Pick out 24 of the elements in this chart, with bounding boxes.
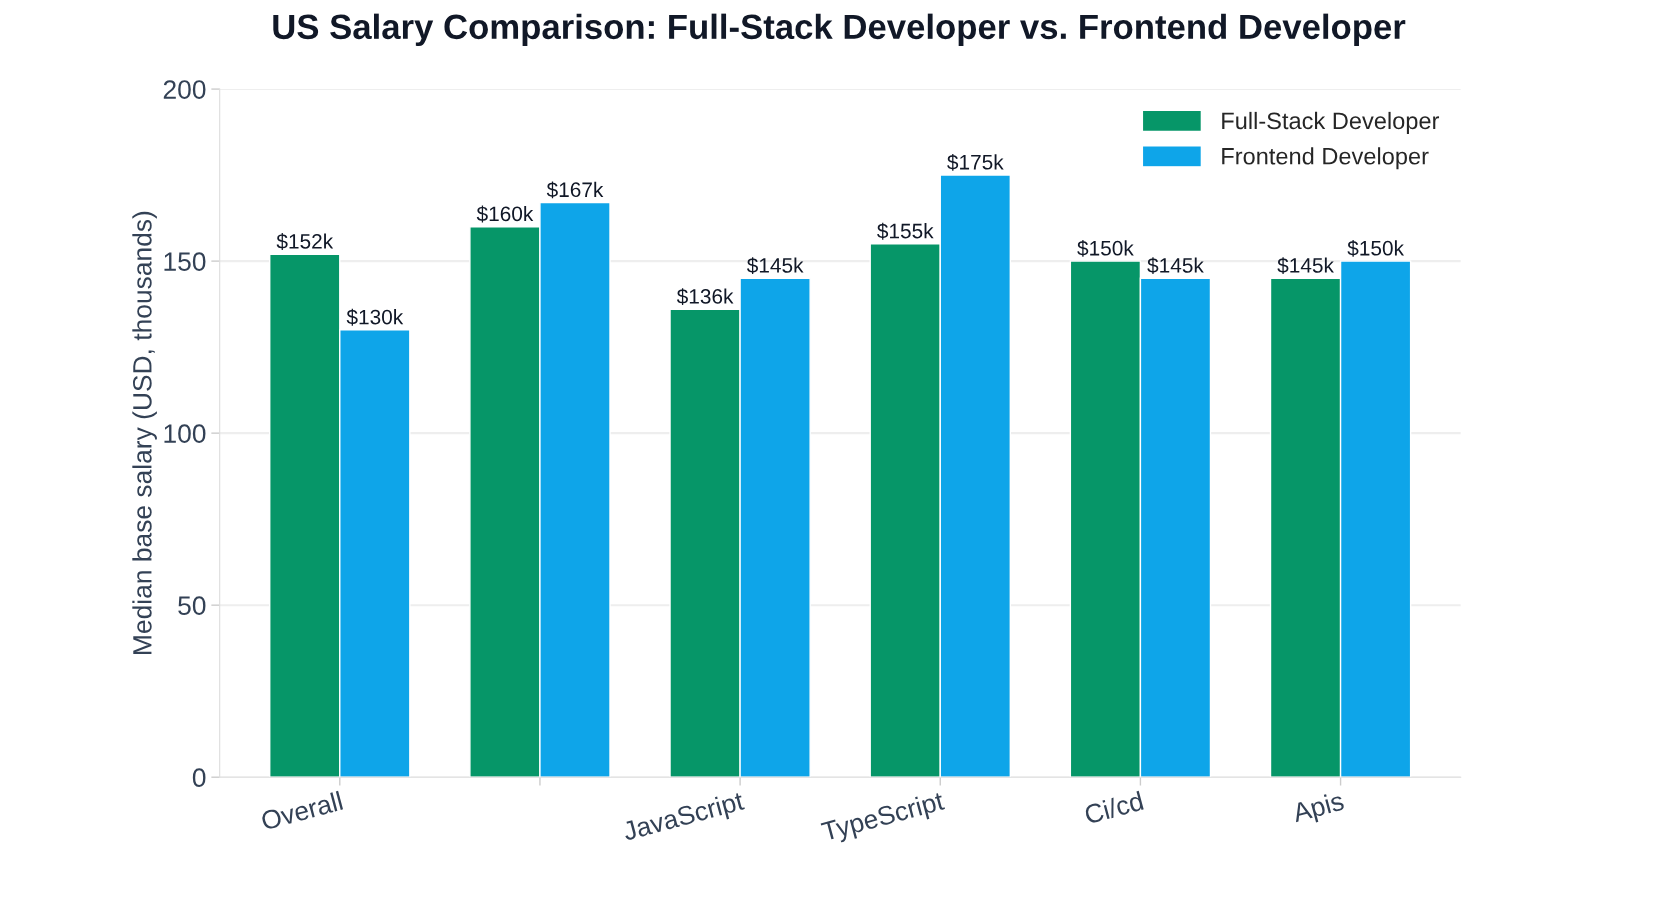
data-label: $160k	[476, 205, 534, 223]
data-label: $155k	[877, 222, 934, 240]
data-label: $145k	[1277, 257, 1334, 275]
x-tick-label: Ci/cd	[1083, 790, 1144, 825]
y-tick-label: 0	[192, 768, 206, 788]
data-label: $145k	[746, 257, 804, 275]
legend-label: Full-Stack Developer	[1222, 111, 1440, 134]
y-tick-label: 200	[163, 80, 206, 99]
y-tick-label: 100	[164, 424, 206, 443]
x-tick-label: Apis	[1291, 790, 1347, 828]
data-label: $150k	[1077, 239, 1134, 257]
data-label: $167k	[546, 181, 604, 199]
legend-label: Frontend Developer	[1222, 147, 1429, 170]
x-tick-label: Overall	[260, 790, 344, 831]
y-tick-label: 50	[178, 596, 206, 615]
data-label: $136k	[676, 288, 734, 306]
chart-title: US Salary Comparison: Full-Stack Developer vs. Frontend Developer	[273, 13, 1406, 46]
data-label: $150k	[1347, 239, 1405, 257]
y-tick-label: 150	[164, 252, 206, 271]
data-label: $152k	[276, 233, 334, 250]
data-label: $145k	[1147, 257, 1204, 275]
data-label: $175k	[947, 153, 1004, 171]
data-label: $130k	[346, 308, 404, 326]
y-axis-title: Median base salary (USD, thousands)	[132, 211, 157, 654]
